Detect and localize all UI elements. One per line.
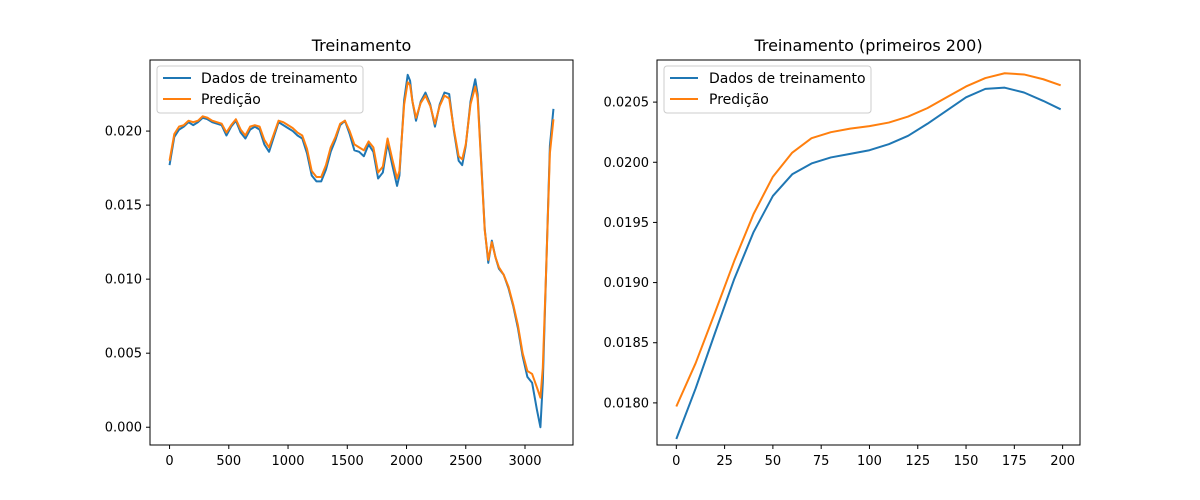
legend-label-training-right: Dados de treinamento (709, 71, 866, 87)
y-tick-label-left: 0.015 (105, 199, 142, 214)
legend-box-right (663, 65, 872, 114)
y-tick-label-right: 0.0205 (604, 96, 650, 111)
legend-label-training-left: Dados de treinamento (201, 71, 358, 87)
y-tick-label-left: 0.010 (105, 273, 142, 288)
x-tick-label-right: 200 (1050, 454, 1075, 469)
ticks-left: 0 500 1000 1500 2000 2500 3000 0.000 0.005 0.010 0… (105, 125, 542, 469)
ticks-right: 0 25 50 75 100 125 150 175 200 0.0180 0.0185 0.0190… (604, 96, 1076, 469)
legend-label-prediction-left: Predição (201, 92, 261, 108)
y-tick-label-left: 0.000 (105, 421, 142, 436)
x-tick-label-left: 2500 (449, 454, 482, 469)
series-line-prediction-right (675, 72, 1062, 407)
chart-title-right: Treinamento (primeiros 200) (753, 36, 982, 55)
y-tick-label-left: 0.020 (105, 125, 142, 140)
x-tick-label-left: 1500 (331, 454, 364, 469)
legend-box-left (156, 65, 364, 114)
x-tick-label-right: 50 (765, 454, 782, 469)
legend-right: Dados de treinamento Predição (663, 65, 872, 114)
y-tick-label-left: 0.005 (105, 347, 142, 362)
x-tick-label-right: 25 (716, 454, 733, 469)
chart-title-left: Treinamento (311, 36, 412, 55)
y-tick-label-right: 0.0185 (604, 336, 650, 351)
x-tick-label-right: 100 (857, 454, 882, 469)
y-tick-label-right: 0.0200 (604, 156, 650, 171)
y-tick-label-right: 0.0180 (604, 396, 650, 411)
x-tick-label-right: 125 (905, 454, 930, 469)
x-tick-label-right: 0 (672, 454, 680, 469)
plot-lines-left (168, 73, 555, 429)
x-tick-label-left: 1000 (271, 454, 304, 469)
x-tick-label-right: 150 (954, 454, 979, 469)
chart-panel-right: Treinamento (primeiros 200) 0 25 50 75 100 12… (604, 36, 1081, 469)
x-tick-label-right: 75 (813, 454, 830, 469)
axes-frame-right (656, 59, 1081, 446)
series-line-prediction-left (168, 81, 555, 399)
x-tick-label-left: 2000 (390, 454, 423, 469)
x-tick-label-left: 0 (165, 454, 173, 469)
plot-lines-right (675, 72, 1062, 440)
series-line-training-right (675, 86, 1062, 440)
legend-label-prediction-right: Predição (709, 92, 769, 108)
legend-left: Dados de treinamento Predição (156, 65, 364, 114)
axes-frame-left (149, 59, 574, 446)
x-tick-label-left: 3000 (508, 454, 541, 469)
x-tick-label-left: 500 (216, 454, 241, 469)
x-tick-label-right: 175 (1002, 454, 1027, 469)
y-tick-label-right: 0.0190 (604, 276, 650, 291)
chart-panel-left: Treinamento 0 500 1000 1500 2000 2500 3000 0.00… (105, 36, 574, 469)
y-tick-label-right: 0.0195 (604, 216, 650, 231)
